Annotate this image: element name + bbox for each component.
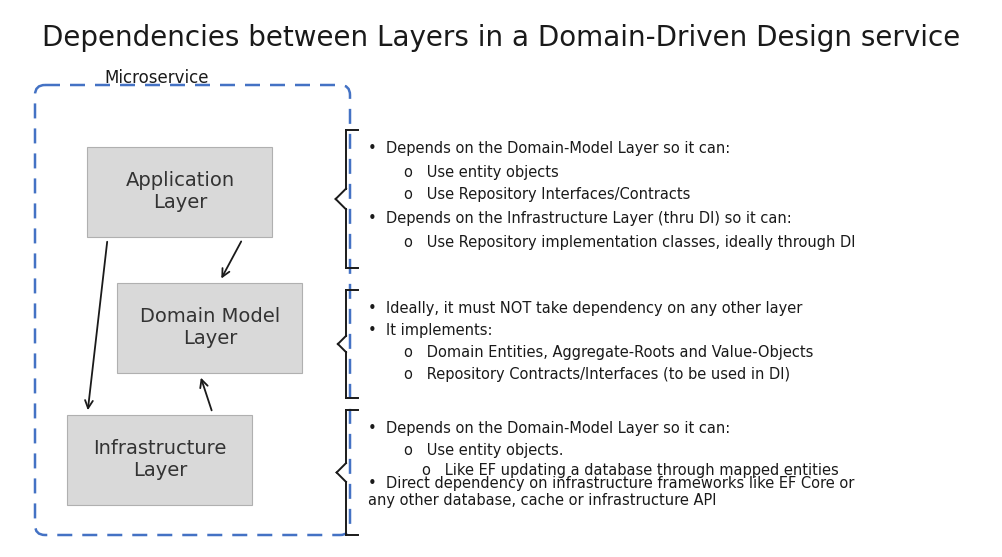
FancyBboxPatch shape [67,415,253,505]
Text: Infrastructure
Layer: Infrastructure Layer [93,439,226,481]
Text: •  Ideally, it must NOT take dependency on any other layer: • Ideally, it must NOT take dependency o… [368,300,803,315]
Text: o   Domain Entities, Aggregate-Roots and Value-Objects: o Domain Entities, Aggregate-Roots and V… [404,344,814,359]
Text: •  Direct dependency on infrastructure frameworks like EF Core or
any other data: • Direct dependency on infrastructure fr… [368,476,855,508]
Text: o   Use entity objects: o Use entity objects [404,164,559,179]
FancyBboxPatch shape [87,147,273,237]
Text: o   Use entity objects.: o Use entity objects. [404,442,563,457]
Text: •  Depends on the Infrastructure Layer (thru DI) so it can:: • Depends on the Infrastructure Layer (t… [368,211,792,226]
Text: •  Depends on the Domain-Model Layer so it can:: • Depends on the Domain-Model Layer so i… [368,140,730,155]
Text: Application
Layer: Application Layer [125,172,234,213]
Text: Microservice: Microservice [105,69,209,87]
Text: o   Repository Contracts/Interfaces (to be used in DI): o Repository Contracts/Interfaces (to be… [404,367,791,382]
Text: Dependencies between Layers in a Domain-Driven Design service: Dependencies between Layers in a Domain-… [42,24,960,52]
Text: o   Use Repository implementation classes, ideally through DI: o Use Repository implementation classes,… [404,236,856,251]
Text: o   Like EF updating a database through mapped entities: o Like EF updating a database through ma… [422,462,839,477]
Text: Domain Model
Layer: Domain Model Layer [140,307,281,349]
Text: o   Use Repository Interfaces/Contracts: o Use Repository Interfaces/Contracts [404,187,690,202]
FancyBboxPatch shape [117,283,303,373]
Text: •  It implements:: • It implements: [368,323,493,338]
Text: •  Depends on the Domain-Model Layer so it can:: • Depends on the Domain-Model Layer so i… [368,421,730,436]
